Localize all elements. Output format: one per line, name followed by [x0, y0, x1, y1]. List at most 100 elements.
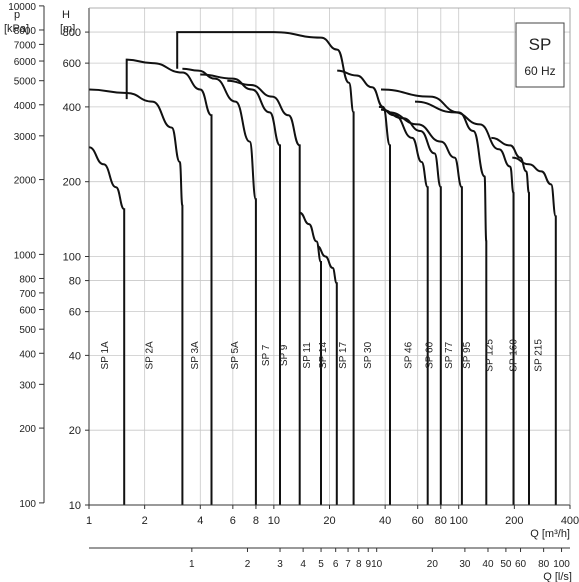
title-box-subtitle: 60 Hz: [524, 64, 555, 78]
series-label: SP 1A: [100, 341, 111, 369]
y2-tick-label: 2000: [14, 176, 37, 187]
pump-curve: [512, 156, 557, 505]
y-tick-label: 800: [63, 27, 81, 39]
pump-curve: [299, 211, 322, 505]
y2-tick-label: 600: [19, 306, 36, 317]
x2-tick-label: 10: [371, 559, 383, 570]
series-label: SP 3A: [190, 341, 201, 369]
x-tick-label: 2: [142, 515, 148, 527]
x2-tick-label: 60: [515, 559, 527, 570]
x2-tick-label: 9: [365, 559, 371, 570]
x-tick-label: 40: [379, 515, 391, 527]
series-labels: SP 1A SP 2A SP 3A SP 5A SP 7 SP 9 SP 11 SP 14 SP…: [100, 339, 544, 372]
y2-tick-label: 100: [19, 499, 36, 510]
pump-curve: [337, 69, 391, 505]
axes: 1 2 4 6 8 10 20 40 60 80 100 200 4001020406080100200…: [8, 2, 579, 570]
series-label: SP 95: [462, 341, 473, 368]
y-tick-label: 60: [69, 307, 81, 319]
y2-tick-label: 6000: [14, 57, 37, 68]
x2-tick-label: 1: [189, 559, 195, 570]
pump-curve: [182, 67, 257, 505]
x2-axis-label: Q [l/s]: [543, 571, 572, 582]
series-label: SP 30: [363, 341, 374, 368]
title-box: SP 60 Hz: [515, 22, 565, 88]
y-tick-label: 100: [63, 252, 81, 264]
x-tick-label: 10: [268, 515, 280, 527]
x2-tick-label: 100: [553, 559, 570, 570]
y2-tick-label: 700: [19, 289, 36, 300]
y2-axis-symbol: p: [14, 9, 20, 21]
title-box-frame: [515, 22, 565, 88]
y2-tick-label: 4000: [14, 101, 37, 112]
x2-tick-label: 20: [427, 559, 439, 570]
y-axis-symbol: H: [62, 9, 70, 21]
x2-tick-label: 2: [245, 559, 251, 570]
x2-tick-label: 6: [333, 559, 339, 570]
series-label: SP 2A: [144, 341, 155, 369]
y2-tick-label: 300: [19, 380, 36, 391]
y-tick-label: 40: [69, 350, 81, 362]
x-tick-label: 20: [323, 515, 335, 527]
series-label: SP 60: [425, 341, 436, 368]
y-tick-label: 400: [63, 102, 81, 114]
x-tick-label: 200: [505, 515, 523, 527]
series-label: SP 14: [318, 341, 329, 368]
y2-tick-label: 500: [19, 325, 36, 336]
pump-curve: [176, 31, 355, 505]
series-label: SP 7: [261, 344, 272, 366]
series-label: SP 17: [338, 341, 349, 368]
y2-tick-label: 8000: [14, 26, 37, 37]
grid: [88, 8, 571, 506]
x-tick-label: 100: [450, 515, 468, 527]
y2-tick-label: 3000: [14, 132, 37, 143]
x-tick-label: 80: [435, 515, 447, 527]
series-label: SP 46: [403, 341, 414, 368]
series-label: SP 77: [444, 341, 455, 368]
y-tick-label: 10: [69, 500, 81, 512]
y2-tick-label: 400: [19, 349, 36, 360]
x-tick-label: 4: [197, 515, 203, 527]
x2-tick-label: 5: [318, 559, 324, 570]
series-label: SP 215: [534, 339, 545, 372]
series-label: SP 125: [484, 339, 495, 372]
y2-tick-label: 1000: [14, 250, 37, 261]
x2-tick-label: 8: [356, 559, 362, 570]
x2-tick-label: 3: [277, 559, 283, 570]
y-tick-label: 20: [69, 425, 81, 437]
series-label: SP 11: [302, 342, 313, 369]
pump-curve: [88, 88, 184, 505]
y-tick-label: 80: [69, 276, 81, 288]
y2-tick-label: 5000: [14, 77, 37, 88]
pump-curve: [200, 73, 281, 505]
series-label: SP 5A: [230, 341, 241, 369]
pump-curve: [125, 58, 213, 505]
title-box-title: SP: [529, 35, 552, 54]
pump-curve: [491, 136, 530, 505]
pump-curve: [317, 245, 338, 505]
curves: [88, 31, 557, 505]
x-axis-label: Q [m³/h]: [530, 528, 570, 540]
x-tick-label: 60: [412, 515, 424, 527]
x-tick-label: 400: [561, 515, 579, 527]
y2-tick-label: 7000: [14, 40, 37, 51]
pump-curve: [389, 111, 463, 505]
y2-axis-unit: [kPa]: [4, 23, 29, 35]
series-label: SP 160: [509, 339, 520, 372]
x2-tick-label: 80: [538, 559, 550, 570]
x2-tick-label: 4: [300, 559, 306, 570]
series-label: SP 9: [279, 344, 290, 366]
y2-tick-label: 800: [19, 274, 36, 285]
y-tick-label: 600: [63, 58, 81, 70]
x2-tick-label: 50: [500, 559, 512, 570]
x2-tick-label: 30: [459, 559, 471, 570]
pump-curve: [88, 146, 126, 505]
pump-curve: [414, 100, 515, 505]
y-axis-unit: [m]: [60, 23, 75, 35]
x-tick-label: 6: [230, 515, 236, 527]
pump-curve: [380, 108, 442, 505]
y2-tick-label: 200: [19, 424, 36, 435]
x2-tick-label: 7: [345, 559, 351, 570]
pump-curve: [380, 88, 488, 505]
x-tick-label: 1: [86, 515, 92, 527]
